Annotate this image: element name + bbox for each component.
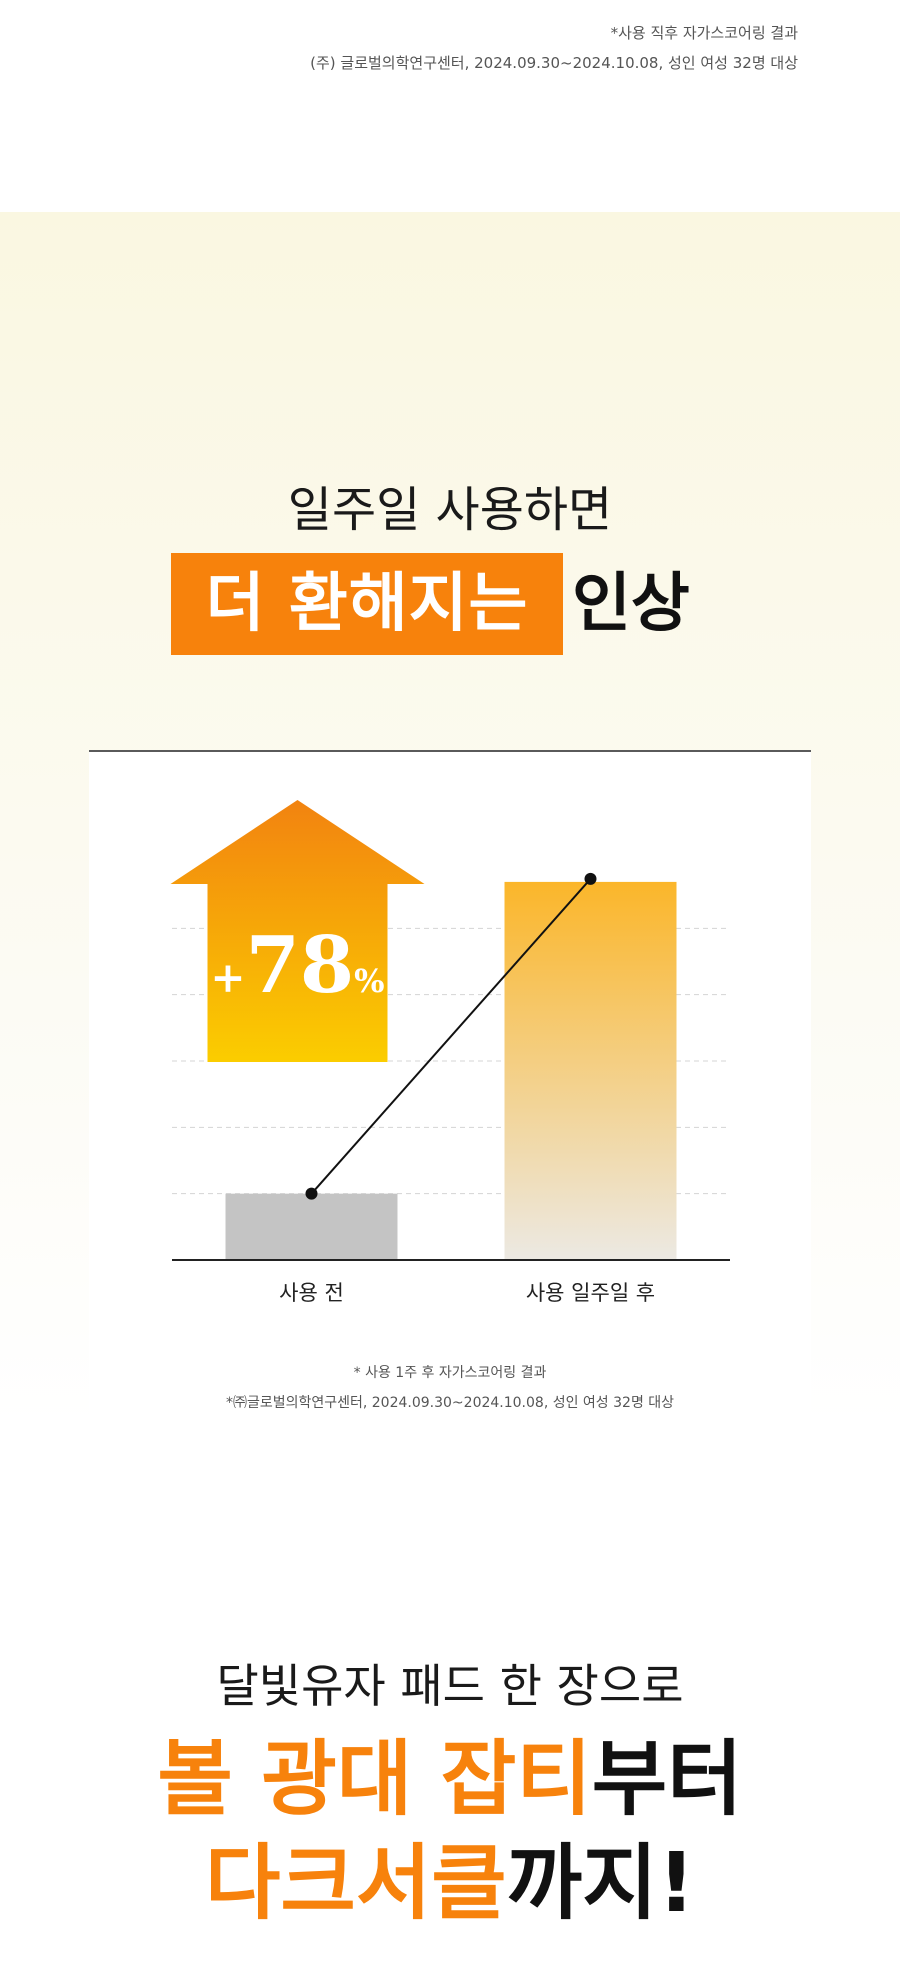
trend-point-1 — [305, 1187, 318, 1200]
bar-2 — [504, 881, 677, 1260]
top-disclaimer-line2: (주) 글로벌의학연구센터, 2024.09.30~2024.10.08, 성인… — [310, 54, 798, 72]
bar-chart: +78% 사용 전 사용 일주일 후 — [170, 800, 730, 1305]
category-labels: 사용 전 사용 일주일 후 — [279, 1281, 655, 1305]
category-label-2: 사용 일주일 후 — [526, 1281, 655, 1305]
headline-highlight-text: 더 환해지는 — [205, 567, 529, 641]
increase-arrow: +78% — [170, 800, 425, 1062]
chart-disclaimer: * 사용 1주 후 자가스코어링 결과 *㈜글로벌의학연구센터, 2024.09… — [0, 1358, 900, 1418]
bar-1 — [225, 1193, 398, 1260]
promo-line1: 달빛유자 패드 한 장으로 — [216, 1659, 684, 1713]
promo-line3-black: 까지! — [506, 1836, 696, 1931]
chart-disclaimer-line2: *㈜글로벌의학연구센터, 2024.09.30~2024.10.08, 성인 여… — [225, 1395, 675, 1411]
promo-line2: 볼 광대 잡티부터 — [0, 1730, 900, 1830]
promo-line3-orange: 다크서클 — [204, 1836, 507, 1931]
headline-line1: 일주일 사용하면 — [287, 482, 613, 538]
increase-arrow-shape — [170, 800, 425, 1062]
increase-label: +78% — [210, 920, 384, 1011]
top-disclaimer: *사용 직후 자가스코어링 결과 (주) 글로벌의학연구센터, 2024.09.… — [310, 18, 798, 78]
category-label-1: 사용 전 — [279, 1281, 344, 1305]
promo-line2-black: 부터 — [591, 1732, 743, 1827]
chart-card: +78% 사용 전 사용 일주일 후 — [89, 750, 811, 1414]
headline-tail-text: 인상 — [572, 567, 690, 641]
promo-line3: 다크서클까지! — [0, 1834, 900, 1934]
top-disclaimer-line1: *사용 직후 자가스코어링 결과 — [610, 24, 798, 42]
headline-line2: 더 환해지는 인상 — [0, 553, 900, 655]
trend-line — [305, 872, 597, 1200]
trend-point-2 — [584, 872, 597, 885]
promo-line2-orange: 볼 광대 잡티 — [157, 1732, 592, 1827]
chart-disclaimer-line1: * 사용 1주 후 자가스코어링 결과 — [353, 1365, 547, 1381]
trend-segment — [310, 878, 592, 1195]
headline-highlight-box: 더 환해지는 — [171, 553, 563, 655]
